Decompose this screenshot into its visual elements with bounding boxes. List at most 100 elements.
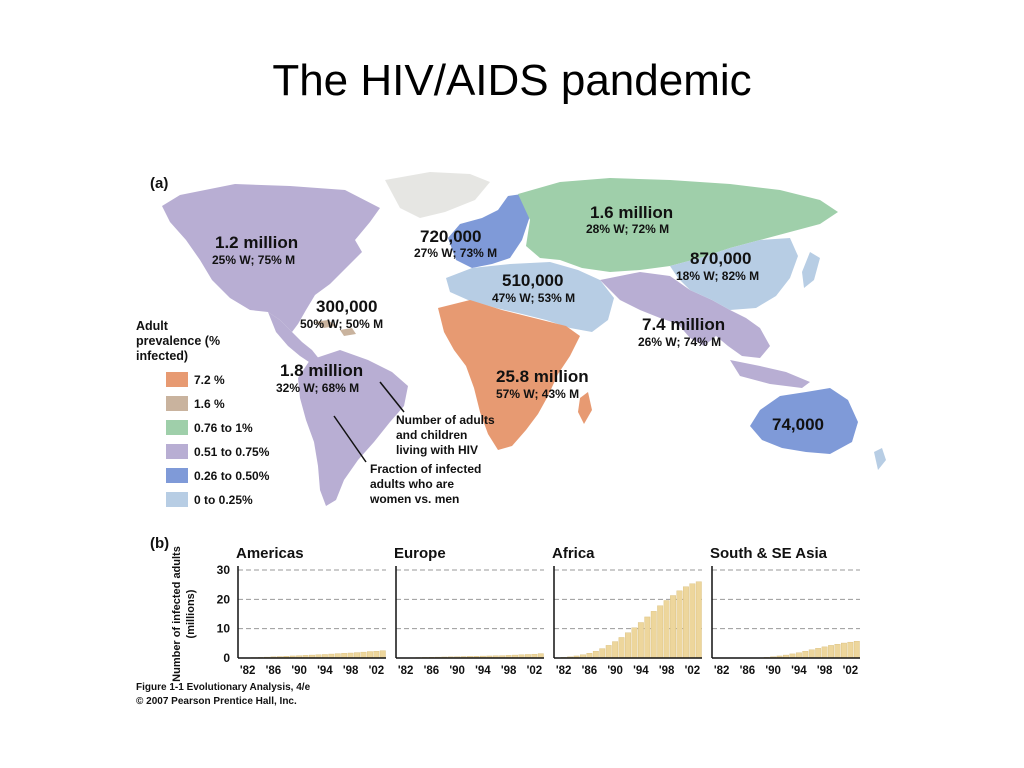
bar [612, 641, 619, 659]
y-axis-label-line-1: Number of infected adults [171, 546, 183, 682]
y-tick-label: 0 [223, 651, 230, 665]
x-tick-label: '02 [369, 665, 385, 677]
bar [625, 632, 631, 659]
greenland-shape [385, 172, 490, 218]
north-africa-count: 510,000 [502, 271, 563, 290]
x-tick-label: '90 [607, 665, 623, 677]
x-tick-label: '94 [475, 665, 491, 677]
x-tick-label: '02 [843, 665, 859, 677]
legend-title-line-1: Adult [136, 319, 169, 333]
y-tick-label: 30 [217, 563, 231, 577]
legend-label-051-075: 0.51 to 0.75% [194, 445, 270, 459]
x-tick-label: '98 [817, 665, 833, 677]
bar [599, 648, 606, 659]
bar-charts: (b) Number of infected adults (millions) 0… [150, 535, 860, 682]
north-america-count: 1.2 million [215, 233, 298, 252]
bar [682, 586, 689, 659]
x-tick-label: '86 [424, 665, 440, 677]
south-america-shape [298, 350, 408, 506]
bar [631, 627, 638, 659]
east-asia-shape [670, 238, 798, 310]
legend-swatch-0-025 [166, 492, 188, 507]
count-pointer-line [379, 381, 405, 413]
japan-shape [802, 252, 820, 288]
fraction-pointer-line [333, 415, 367, 463]
eastern-europe-count: 1.6 million [590, 203, 673, 222]
bar [354, 652, 360, 659]
central-america-shape [268, 312, 320, 364]
western-europe-count: 720,000 [420, 227, 481, 246]
bar [663, 600, 670, 659]
bar [840, 642, 847, 659]
legend-swatch-1-6 [166, 396, 188, 411]
madagascar-shape [578, 392, 592, 424]
x-tick-label: '02 [527, 665, 543, 677]
count-note-line-1: Number of adults [396, 413, 495, 427]
legend-swatch-076-1 [166, 420, 188, 435]
bar [650, 611, 657, 659]
bar [618, 637, 625, 659]
chart-title-1: Europe [394, 545, 446, 562]
australia-shape [750, 388, 858, 454]
fraction-note-line-1: Fraction of infected [370, 462, 481, 476]
x-tick-label: '94 [317, 665, 333, 677]
x-tick-label: '82 [556, 665, 572, 677]
bar [847, 641, 854, 659]
bar [821, 646, 828, 659]
bar [644, 616, 651, 659]
legend-swatch-051-075 [166, 444, 188, 459]
bar [689, 583, 696, 659]
north-america-shape [162, 184, 380, 332]
bar [366, 651, 373, 659]
panel-a-label: (a) [150, 175, 168, 192]
latin-america-split: 32% W; 68% M [276, 381, 359, 395]
legend-swatch-7-2 [166, 372, 188, 387]
count-note-line-3: living with HIV [396, 443, 478, 457]
north-africa-split: 47% W; 53% M [492, 291, 575, 305]
caption-line-1: Figure 1-1 Evolutionary Analysis, 4/e [136, 682, 311, 693]
sub-saharan-africa-shape [438, 300, 580, 450]
east-asia-count: 870,000 [690, 249, 751, 268]
bar [379, 650, 386, 659]
legend-title-line-2: prevalence (% [136, 334, 220, 348]
bar [592, 651, 599, 659]
y-axis-label-line-2: (millions) [185, 589, 197, 638]
bar [815, 648, 822, 659]
x-tick-label: '98 [659, 665, 675, 677]
bar [373, 651, 380, 659]
new-zealand-shape [874, 448, 886, 470]
figure: (a) 1.2 million 25% W; 7 [130, 160, 900, 720]
bar [695, 581, 702, 659]
legend: Adult prevalence (% infected) 7.2 % 1.6 … [136, 319, 270, 507]
bar [657, 605, 664, 659]
east-asia-split: 18% W; 82% M [676, 269, 759, 283]
eastern-europe-split: 28% W; 72% M [586, 222, 669, 236]
bar [605, 645, 612, 659]
count-note-line-2: and children [396, 428, 467, 442]
x-tick-label: '02 [685, 665, 701, 677]
x-tick-label: '98 [343, 665, 359, 677]
latin-america-count: 1.8 million [280, 361, 363, 380]
x-tick-label: '90 [291, 665, 307, 677]
fraction-note-line-3: women vs. men [369, 492, 459, 506]
bar [802, 651, 809, 659]
sub-saharan-africa-split: 57% W; 43% M [496, 387, 579, 401]
bar [834, 644, 841, 659]
south-se-asia-split: 26% W; 74% M [638, 335, 721, 349]
caption-line-2: © 2007 Pearson Prentice Hall, Inc. [136, 696, 297, 707]
x-tick-label: '82 [714, 665, 730, 677]
caribbean-count: 300,000 [316, 297, 377, 316]
bar [360, 651, 367, 659]
x-tick-label: '86 [266, 665, 282, 677]
caribbean-shape [314, 320, 356, 336]
western-europe-shape [448, 194, 530, 268]
bar [637, 622, 644, 659]
x-tick-label: '94 [791, 665, 807, 677]
legend-label-076-1: 0.76 to 1% [194, 421, 253, 435]
bar [795, 652, 802, 659]
legend-title-line-3: infected) [136, 349, 188, 363]
x-tick-label: '90 [449, 665, 465, 677]
western-europe-split: 27% W; 73% M [414, 246, 497, 260]
sub-saharan-africa-count: 25.8 million [496, 367, 589, 386]
north-africa-middle-east-shape [446, 262, 614, 332]
